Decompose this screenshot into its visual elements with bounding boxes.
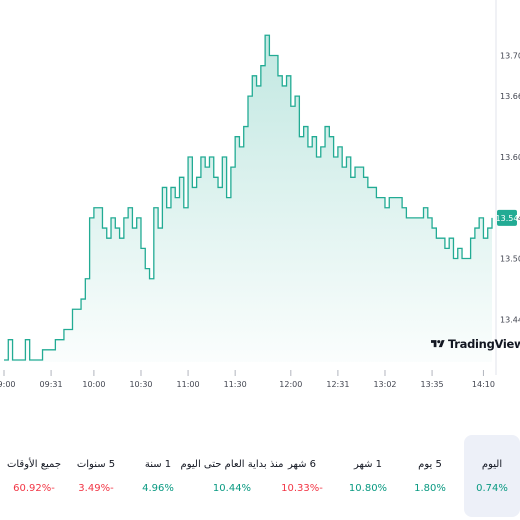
period-tab[interactable]: 1 سنة 4.96% <box>129 435 187 517</box>
x-tick-label: 13:02 <box>373 380 396 389</box>
y-tick-label: 13.70 <box>500 52 520 61</box>
x-tick-label: 10:00 <box>82 380 105 389</box>
last-price-label: 13.54 <box>496 214 519 223</box>
watermark-text: TradingView <box>448 337 520 351</box>
price-line <box>4 34 493 361</box>
x-tick-label: 11:00 <box>177 380 200 389</box>
period-label: اليوم <box>481 458 503 470</box>
period-tab[interactable]: منذ بداية العام حتى اليوم 10.44% <box>180 435 284 517</box>
x-tick-label: 13:35 <box>421 380 444 389</box>
period-label: 1 شهر <box>353 458 383 470</box>
y-tick-label: 13.50 <box>500 254 520 263</box>
performance-periods-bar: اليوم 0.74% 5 يوم 1.80% 1 شهر 10.80% 6 شهر 10.3… <box>0 435 520 517</box>
price-area-fill <box>4 35 492 362</box>
period-change-value: 10.44% <box>212 482 252 494</box>
x-tick-label: 10:30 <box>129 380 152 389</box>
period-change-value: 10.33%- <box>281 482 323 494</box>
period-tab[interactable]: 5 يوم 1.80% <box>401 435 459 517</box>
period-change-value: 10.80% <box>348 482 388 494</box>
y-tick-label: 13.44 <box>500 315 520 324</box>
period-tab[interactable]: 6 شهر 10.33%- <box>273 435 331 517</box>
period-label: منذ بداية العام حتى اليوم <box>180 458 284 470</box>
tradingview-watermark[interactable]: TradingView <box>431 334 520 354</box>
period-tab[interactable]: اليوم 0.74% <box>464 435 520 517</box>
x-tick-label: 12:31 <box>326 380 349 389</box>
x-tick-label: 12:00 <box>279 380 302 389</box>
period-change-value: 0.74% <box>476 482 508 494</box>
period-tab[interactable]: 5 سنوات 3.49%- <box>67 435 125 517</box>
period-tab[interactable]: جميع الأوقات 60.92%- <box>0 435 69 517</box>
last-price-badge <box>497 209 517 226</box>
period-label: 5 يوم <box>418 458 442 470</box>
period-change-value: 4.96% <box>142 482 174 494</box>
x-tick-label: 14:10 <box>472 380 495 389</box>
period-tab[interactable]: 1 شهر 10.80% <box>339 435 397 517</box>
x-tick-label: 11:30 <box>224 380 247 389</box>
x-tick-label: 09:00 <box>0 380 16 389</box>
tradingview-logo-icon <box>431 340 445 348</box>
period-change-value: 1.80% <box>414 482 446 494</box>
period-change-value: 3.49%- <box>78 482 114 494</box>
y-tick-label: 13.60 <box>500 153 520 162</box>
period-label: 1 سنة <box>144 458 172 470</box>
price-chart[interactable]: 13.7013.6613.6013.5413.5013.4413.5409:00… <box>0 0 520 400</box>
price-chart-area[interactable]: 13.7013.6613.6013.5413.5013.4413.5409:00… <box>0 0 520 400</box>
y-tick-label: 13.66 <box>500 92 520 101</box>
x-tick-label: 09:31 <box>40 380 63 389</box>
period-label: 5 سنوات <box>76 458 116 470</box>
period-change-value: 60.92%- <box>13 482 55 494</box>
period-label: 6 شهر <box>287 458 317 470</box>
period-label: جميع الأوقات <box>6 458 62 470</box>
